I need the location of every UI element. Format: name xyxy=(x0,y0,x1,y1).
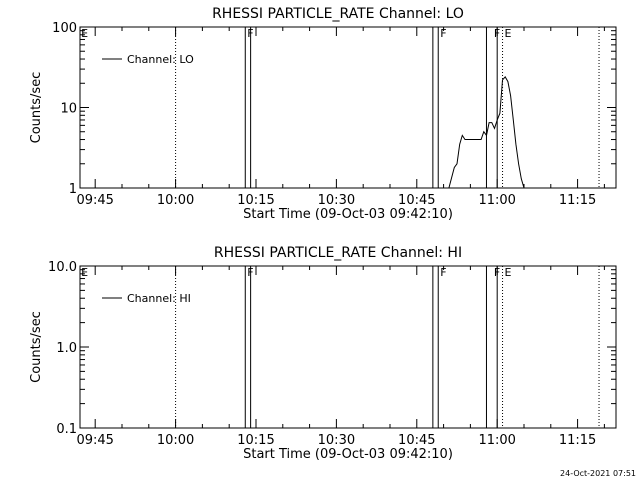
x-tick-label: 09:45 xyxy=(76,193,113,208)
x-tick-label: 10:45 xyxy=(398,193,435,208)
x-tick-label: 11:15 xyxy=(559,433,596,448)
event-marker-label: E xyxy=(81,27,88,40)
footer-timestamp: 24-Oct-2021 07:51 xyxy=(560,469,636,478)
event-marker-label: F xyxy=(494,266,500,279)
x-tick-label: 11:00 xyxy=(478,433,515,448)
x-tick-label: 10:30 xyxy=(318,193,355,208)
x-axis-label: Start Time (09-Oct-03 09:42:10) xyxy=(243,447,453,462)
y-tick-label: 10.0 xyxy=(48,260,77,275)
y-tick-label: 0.1 xyxy=(56,422,77,437)
event-marker-label: E xyxy=(81,266,88,279)
y-tick-label: 100 xyxy=(52,21,77,36)
legend-label: Channel: HI xyxy=(127,292,191,305)
x-tick-label: 10:30 xyxy=(318,433,355,448)
x-axis-label: Start Time (09-Oct-03 09:42:10) xyxy=(243,207,453,222)
event-marker-label: F xyxy=(440,266,446,279)
x-tick-label: 09:45 xyxy=(76,433,113,448)
x-tick-label: 10:00 xyxy=(157,193,194,208)
plot-frame xyxy=(79,26,617,189)
x-tick-label: 10:15 xyxy=(237,433,274,448)
chart-title: RHESSI PARTICLE_RATE Channel: LO xyxy=(212,6,464,22)
plot-frame xyxy=(79,265,617,429)
y-tick-label: 1 xyxy=(69,182,77,197)
y-axis-label: Counts/sec xyxy=(29,72,44,144)
y-axis-label: Counts/sec xyxy=(29,311,44,383)
event-marker-label: E xyxy=(505,27,512,40)
series-line xyxy=(448,76,525,189)
x-tick-label: 10:15 xyxy=(237,193,274,208)
chart-panel-2: RHESSI PARTICLE_RATE Channel: HI 0.1 1.0 10… xyxy=(29,245,617,462)
event-marker-label: E xyxy=(505,266,512,279)
event-marker-label: F xyxy=(494,27,500,40)
event-marker-label: F xyxy=(247,266,253,279)
event-marker-label: F xyxy=(247,27,253,40)
chart-title: RHESSI PARTICLE_RATE Channel: HI xyxy=(214,245,462,261)
x-tick-label: 10:00 xyxy=(157,433,194,448)
chart-panel-1: RHESSI PARTICLE_RATE Channel: LO 1 10 100 09… xyxy=(29,6,617,222)
x-tick-label: 10:45 xyxy=(398,433,435,448)
x-tick-label: 11:00 xyxy=(478,193,515,208)
legend-label: Channel: LO xyxy=(127,53,194,66)
x-tick-label: 11:15 xyxy=(559,193,596,208)
event-marker-label: F xyxy=(440,27,446,40)
y-tick-label: 10 xyxy=(60,102,77,117)
y-tick-label: 1.0 xyxy=(56,341,77,356)
